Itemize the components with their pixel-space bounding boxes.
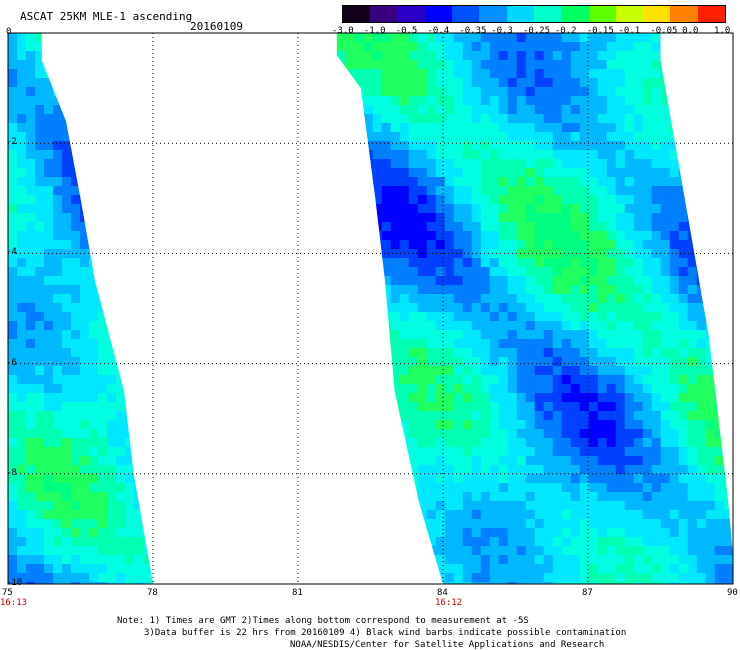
colorbar-segment — [397, 6, 425, 22]
colorbar-label: 0.0 — [682, 26, 699, 36]
grid-layer — [8, 33, 733, 584]
colorbar-segment — [370, 6, 398, 22]
time-label: 16:13 — [0, 598, 28, 608]
y-tick-label: -10 — [6, 578, 23, 588]
colorbar-label: -0.15 — [586, 26, 614, 36]
colorbar-label: -1.0 — [363, 26, 386, 36]
x-tick-label: 78 — [147, 588, 158, 598]
colorbar-label: -0.5 — [395, 26, 418, 36]
x-tick-label: 81 — [292, 588, 303, 598]
colorbar-label: -3.0 — [332, 26, 354, 36]
note-line-1: Note: 1) Times are GMT 2)Times along bot… — [117, 616, 529, 626]
colorbar-segment — [452, 6, 480, 22]
west-swath — [8, 33, 153, 584]
y-tick-label: -2 — [6, 137, 17, 148]
swath-layer — [8, 33, 733, 584]
x-tick-label: 87 — [582, 588, 593, 598]
colorbar-segment — [615, 6, 644, 22]
x-tick-label: 84 — [437, 588, 448, 598]
colorbar-label: -0.4 — [427, 26, 450, 36]
colorbar — [342, 5, 726, 23]
colorbar-segment — [343, 6, 371, 22]
y-tick-label: -8 — [6, 467, 17, 478]
colorbar-segment — [561, 6, 589, 22]
colorbar-label: -0.05 — [650, 26, 678, 36]
note-line-2: 3)Data buffer is 22 hrs from 20160109 4)… — [144, 628, 627, 638]
colorbar-label: -0.25 — [523, 26, 551, 36]
colorbar-label: -0.35 — [459, 26, 487, 36]
colorbar-segment — [670, 6, 698, 22]
x-tick-label: 90 — [727, 588, 738, 598]
colorbar-segment — [643, 6, 671, 22]
y-tick-label: -6 — [6, 357, 17, 368]
colorbar-label: -0.1 — [618, 26, 641, 36]
map-frame — [7, 32, 734, 585]
colorbar-label: 1.0 — [714, 26, 731, 36]
colorbar-segment — [588, 6, 616, 22]
map-date: 20160109 — [190, 20, 243, 33]
time-label: 16:12 — [435, 598, 463, 608]
east-swath — [336, 33, 733, 584]
colorbar-label: -0.2 — [554, 26, 577, 36]
colorbar-segment — [506, 6, 534, 22]
colorbar-segment — [479, 6, 507, 22]
y-tick-label: 0 — [6, 27, 12, 37]
x-tick-label: 75 — [2, 588, 13, 598]
colorbar-label: -0.3 — [491, 26, 513, 36]
colorbar-labels: -3.0 -1.0 -0.5 -0.4 -0.35 -0.3 -0.25 -0.2 -0.15-… — [328, 26, 730, 38]
map-title: ASCAT 25KM MLE-1 ascending — [20, 10, 193, 23]
credit-line: NOAA/NESDIS/Center for Satellite Applica… — [290, 640, 605, 650]
colorbar-segment — [533, 6, 562, 22]
y-tick-label: -4 — [6, 247, 17, 258]
colorbar-segment — [424, 6, 453, 22]
colorbar-segment — [697, 6, 725, 22]
